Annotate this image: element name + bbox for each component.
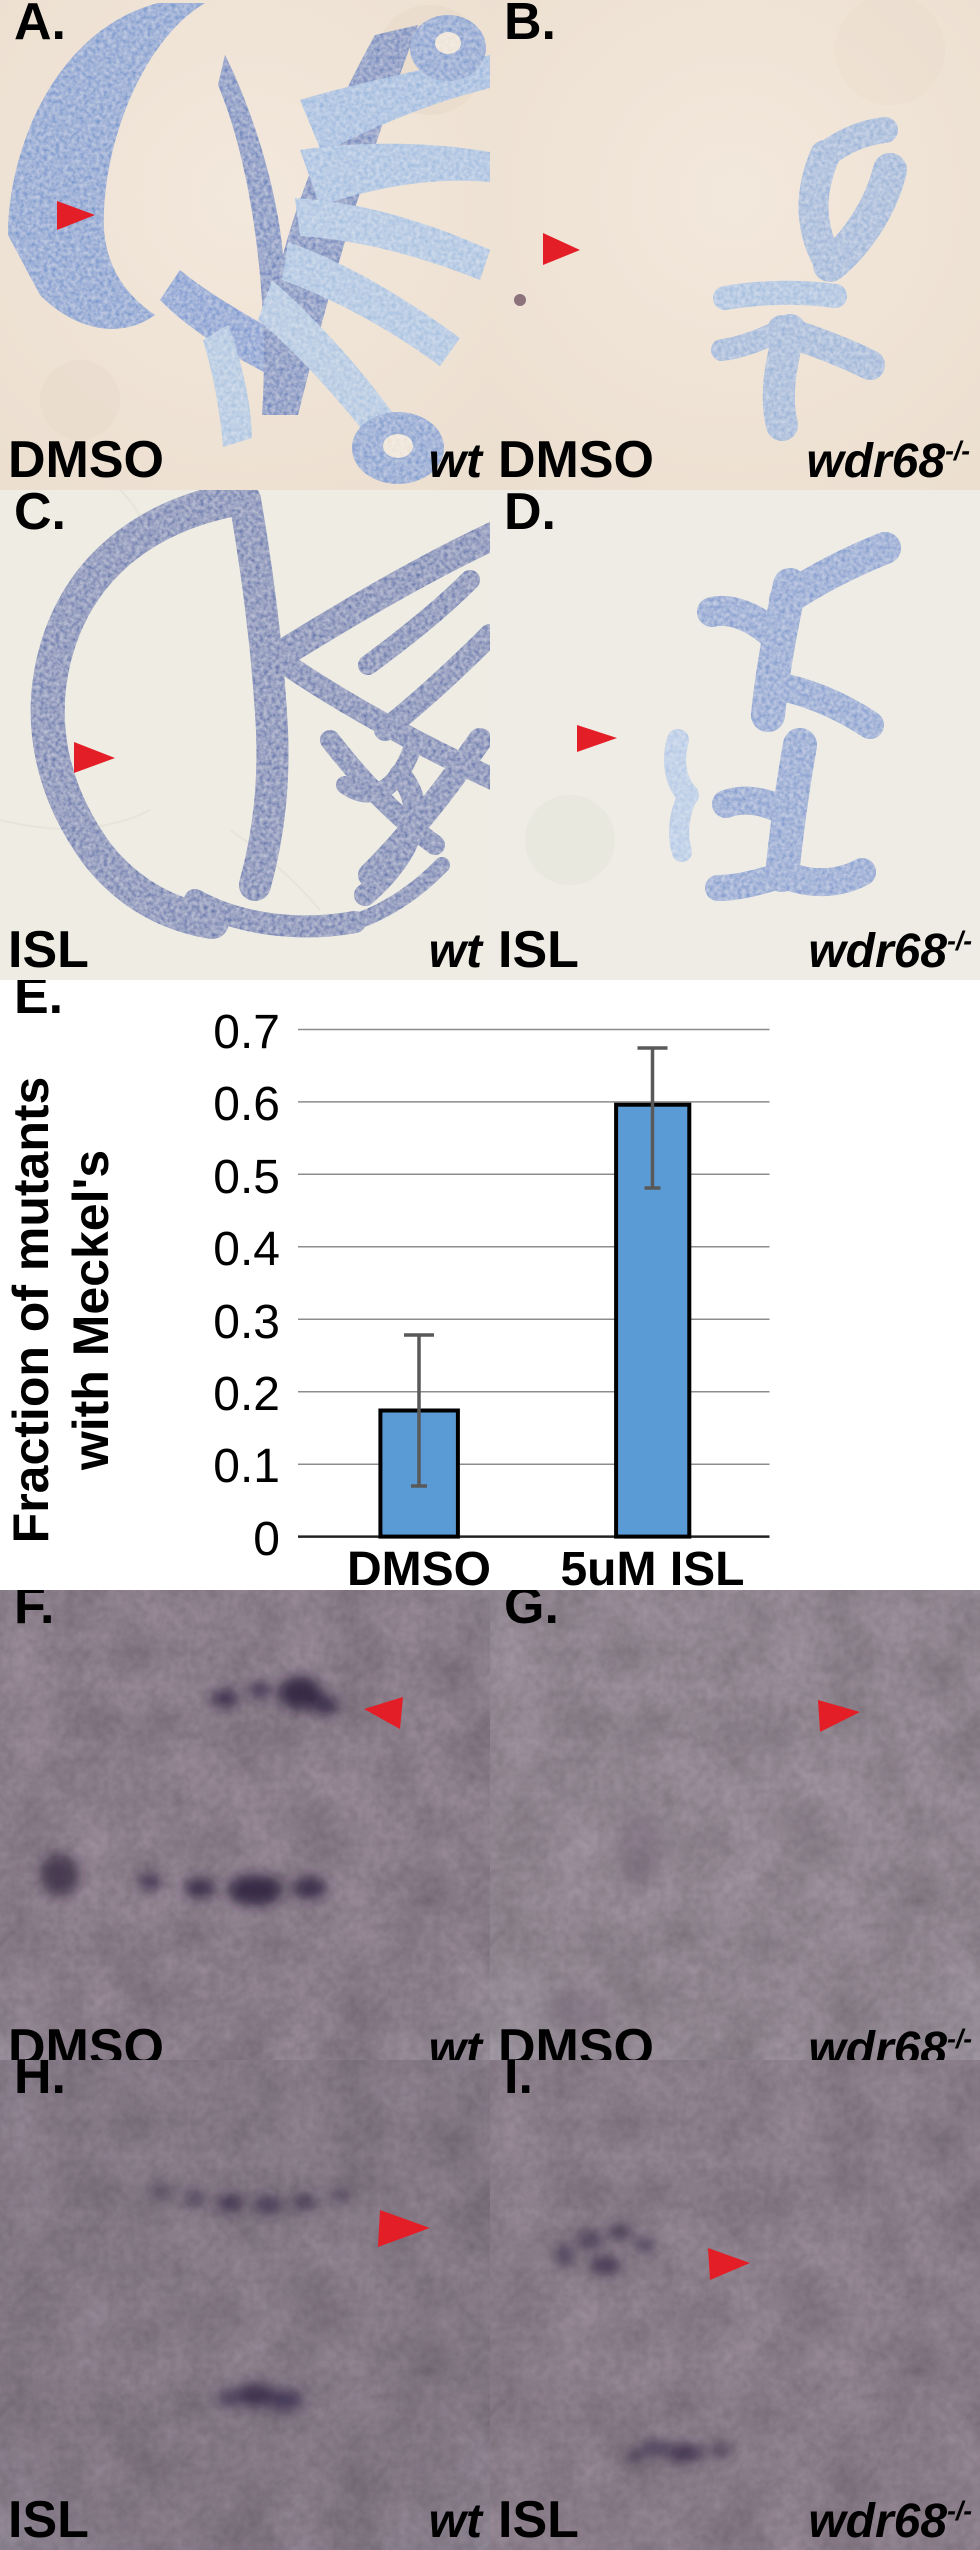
svg-text:0.2: 0.2 [213, 1368, 280, 1421]
svg-text:0.4: 0.4 [213, 1223, 280, 1276]
svg-text:with Meckel's: with Meckel's [63, 1150, 119, 1471]
svg-text:0.1: 0.1 [213, 1440, 280, 1493]
svg-text:0.7: 0.7 [213, 1006, 280, 1059]
svg-text:0.6: 0.6 [213, 1078, 280, 1131]
svg-text:Fraction of mutants: Fraction of mutants [3, 1077, 59, 1544]
svg-text:0.3: 0.3 [213, 1296, 280, 1349]
svg-text:5uM ISL: 5uM ISL [560, 1543, 744, 1590]
svg-text:0: 0 [253, 1513, 280, 1566]
svg-text:0.5: 0.5 [213, 1151, 280, 1204]
svg-text:DMSO: DMSO [347, 1543, 491, 1590]
